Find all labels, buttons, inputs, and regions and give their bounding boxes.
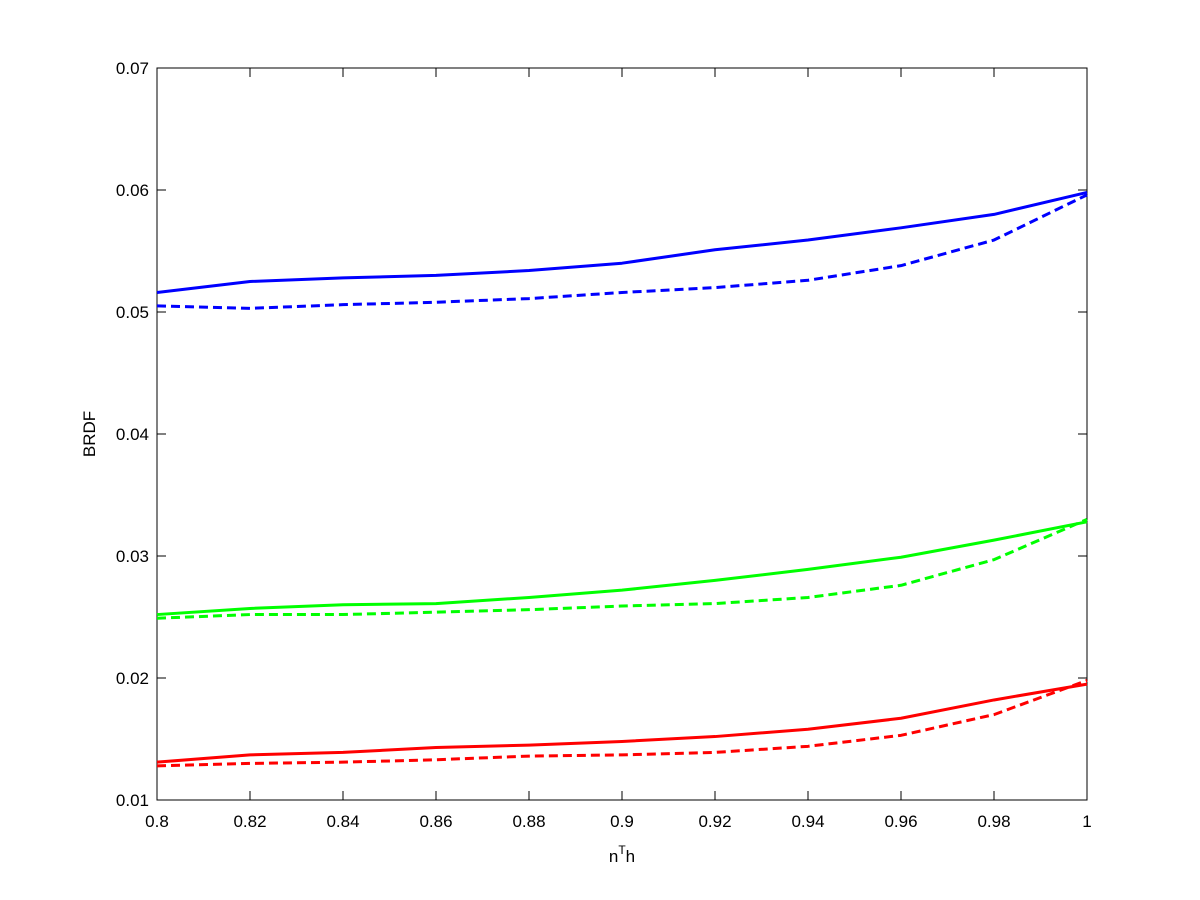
y-tick-label: 0.02 [116,669,149,688]
y-tick-label: 0.04 [116,425,149,444]
x-tick-label: 0.82 [233,812,266,831]
x-tick-label: 0.96 [884,812,917,831]
data-line [156,679,1088,768]
x-tick-label: 0.88 [512,812,545,831]
x-axis-label: nTh [609,843,635,866]
y-tick-label: 0.03 [116,547,149,566]
y-tick-label: 0.01 [116,791,149,810]
x-label-sup: T [618,843,626,857]
data-line [156,520,1088,617]
data-line [156,193,1088,310]
y-tick-label: 0.07 [116,59,149,78]
y-axis-label: BRDF [80,411,99,457]
x-tick-label: 1 [1082,812,1091,831]
x-label-part: h [626,847,635,866]
x-tick-label: 0.84 [326,812,359,831]
data-line [156,682,1088,764]
x-tick-label: 0.9 [610,812,634,831]
x-tick-label: 0.8 [145,812,169,831]
x-label-part: n [609,847,618,866]
x-tick-label: 0.92 [698,812,731,831]
y-tick-label: 0.05 [116,303,149,322]
x-tick-label: 0.98 [977,812,1010,831]
x-tick-label: 0.86 [419,812,452,831]
x-tick-label: 0.94 [791,812,824,831]
data-line [156,518,1088,620]
data-line [156,190,1088,294]
plot-box [156,67,1088,801]
y-tick-label: 0.06 [116,181,149,200]
